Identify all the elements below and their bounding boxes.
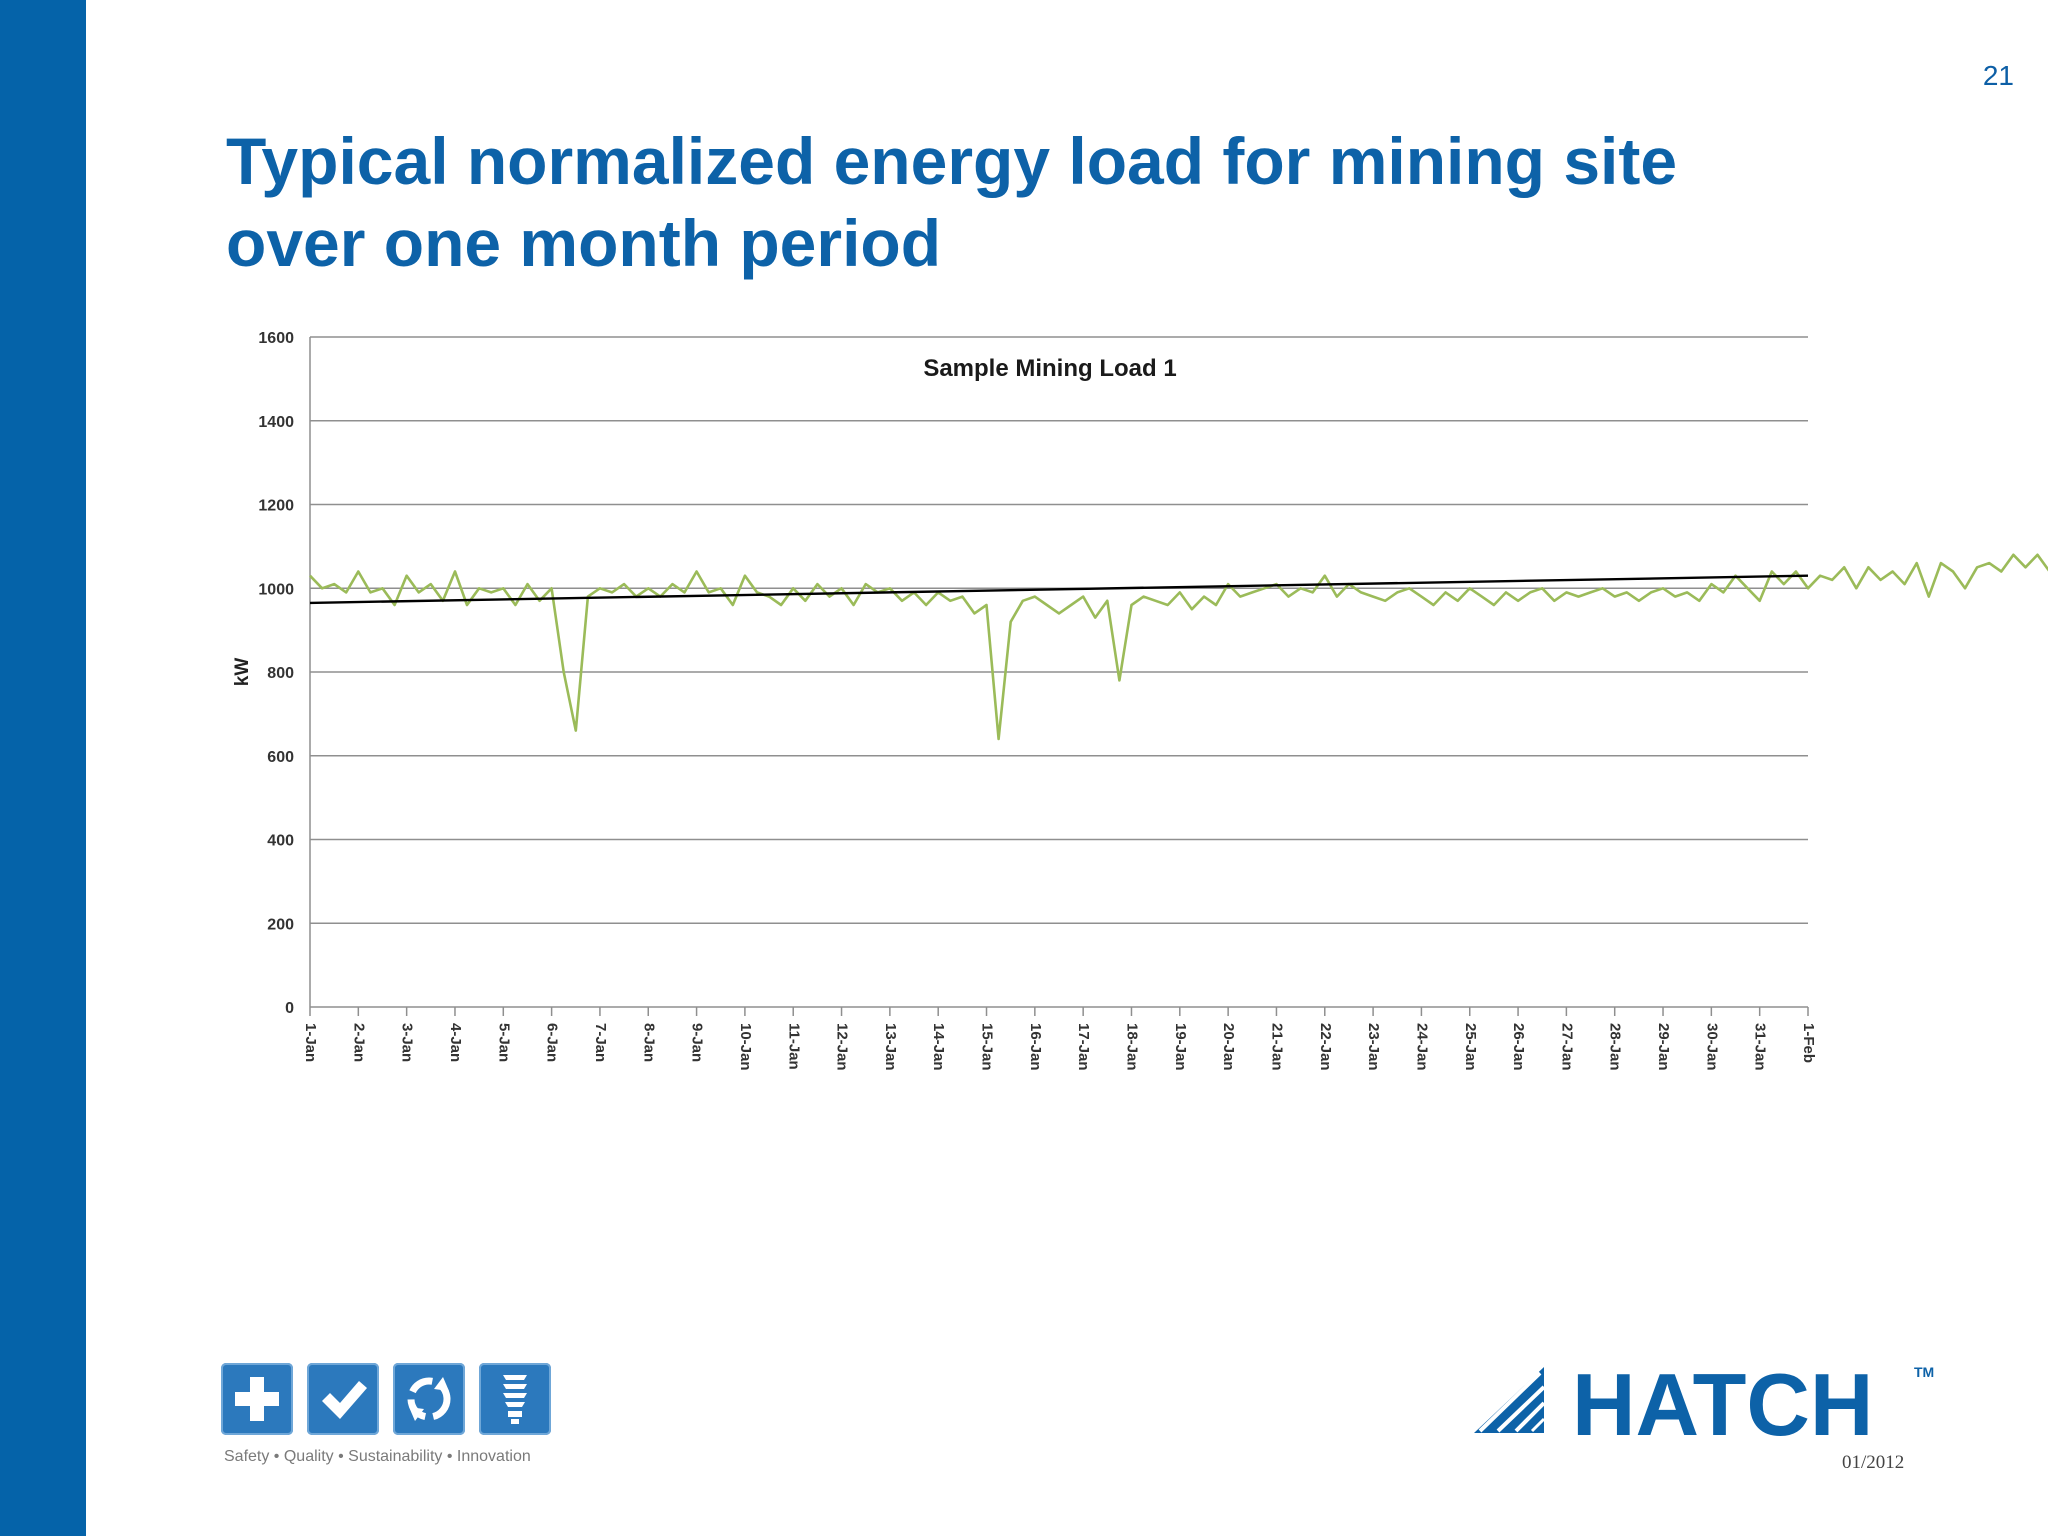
x-tick-label: 29-Jan bbox=[1655, 1023, 1672, 1071]
x-tick-label: 19-Jan bbox=[1172, 1023, 1189, 1071]
x-tick-label: 21-Jan bbox=[1268, 1023, 1285, 1071]
y-tick-label: 400 bbox=[267, 833, 294, 850]
x-tick-label: 16-Jan bbox=[1027, 1023, 1044, 1071]
x-tick-label: 12-Jan bbox=[834, 1023, 851, 1071]
logo-wordmark: HATCH bbox=[1572, 1355, 1873, 1445]
x-tick-label: 2-Jan bbox=[350, 1023, 367, 1062]
x-tick-label: 26-Jan bbox=[1510, 1023, 1527, 1071]
logo-trademark: TM bbox=[1914, 1364, 1934, 1380]
x-tick-label: 9-Jan bbox=[689, 1023, 706, 1062]
y-tick-label: 1400 bbox=[258, 414, 294, 431]
x-tick-label: 31-Jan bbox=[1752, 1023, 1769, 1071]
load-series-line bbox=[309, 553, 2048, 741]
x-tick-label: 1-Jan bbox=[302, 1023, 319, 1062]
x-tick-label: 15-Jan bbox=[979, 1023, 996, 1071]
x-tick-label: 30-Jan bbox=[1703, 1023, 1720, 1071]
y-tick-label: 600 bbox=[267, 749, 294, 766]
x-tick-label: 11-Jan bbox=[785, 1023, 802, 1070]
recycle-icon bbox=[393, 1363, 465, 1435]
x-tick-label: 24-Jan bbox=[1413, 1023, 1430, 1071]
checkmark-icon bbox=[307, 1363, 379, 1435]
x-tick-label: 3-Jan bbox=[399, 1023, 416, 1062]
x-tick-label: 5-Jan bbox=[495, 1023, 512, 1062]
side-accent-bar bbox=[0, 0, 86, 1536]
hatch-logo: HATCH TM bbox=[1474, 1355, 1934, 1445]
x-tick-label: 7-Jan bbox=[592, 1023, 609, 1062]
x-tick-label: 28-Jan bbox=[1607, 1023, 1624, 1071]
date-stamp: 01/2012 bbox=[1842, 1452, 1905, 1473]
x-tick-label: 17-Jan bbox=[1075, 1023, 1092, 1071]
plus-icon bbox=[221, 1363, 293, 1435]
y-tick-label: 1600 bbox=[258, 330, 294, 347]
x-tick-label: 10-Jan bbox=[737, 1023, 754, 1071]
x-tick-label: 13-Jan bbox=[882, 1023, 899, 1071]
y-tick-label: 0 bbox=[285, 1000, 294, 1017]
y-axis-label: kW bbox=[232, 658, 253, 687]
x-tick-label: 27-Jan bbox=[1558, 1023, 1575, 1071]
slide-title: Typical normalized energy load for minin… bbox=[226, 120, 1826, 284]
lightbulb-icon bbox=[479, 1363, 551, 1435]
x-tick-label: 8-Jan bbox=[640, 1023, 657, 1062]
x-tick-label: 23-Jan bbox=[1365, 1023, 1382, 1071]
x-tick-label: 22-Jan bbox=[1317, 1023, 1334, 1071]
slide-title-line-2: over one month period bbox=[226, 206, 942, 280]
trend-line bbox=[309, 574, 1809, 605]
y-tick-label: 800 bbox=[267, 665, 294, 682]
x-tick-label: 4-Jan bbox=[447, 1023, 464, 1062]
hatch-logo-mark bbox=[1474, 1367, 1546, 1433]
y-tick-label: 200 bbox=[267, 916, 294, 933]
slide-number: 21 bbox=[1982, 60, 2014, 91]
y-tick-label: 1200 bbox=[258, 498, 294, 515]
x-tick-label: 14-Jan bbox=[930, 1023, 947, 1071]
chart-title: Sample Mining Load 1 bbox=[923, 355, 1176, 382]
tagline: Safety • Quality • Sustainability • Inno… bbox=[224, 1448, 531, 1465]
energy-load-chart: 0 200 400 600 800 1000 1200 1400 1600 1-Jan 2-Jan 3… bbox=[232, 330, 2048, 1071]
x-tick-label: 20-Jan bbox=[1220, 1023, 1237, 1071]
x-tick-label: 25-Jan bbox=[1462, 1023, 1479, 1071]
x-tick-label: 1-Feb bbox=[1800, 1023, 1817, 1063]
slide-title-line-1: Typical normalized energy load for minin… bbox=[226, 124, 1678, 198]
x-tick-label: 6-Jan bbox=[544, 1023, 561, 1062]
y-tick-label: 1000 bbox=[258, 581, 294, 598]
x-tick-label: 18-Jan bbox=[1124, 1023, 1141, 1071]
